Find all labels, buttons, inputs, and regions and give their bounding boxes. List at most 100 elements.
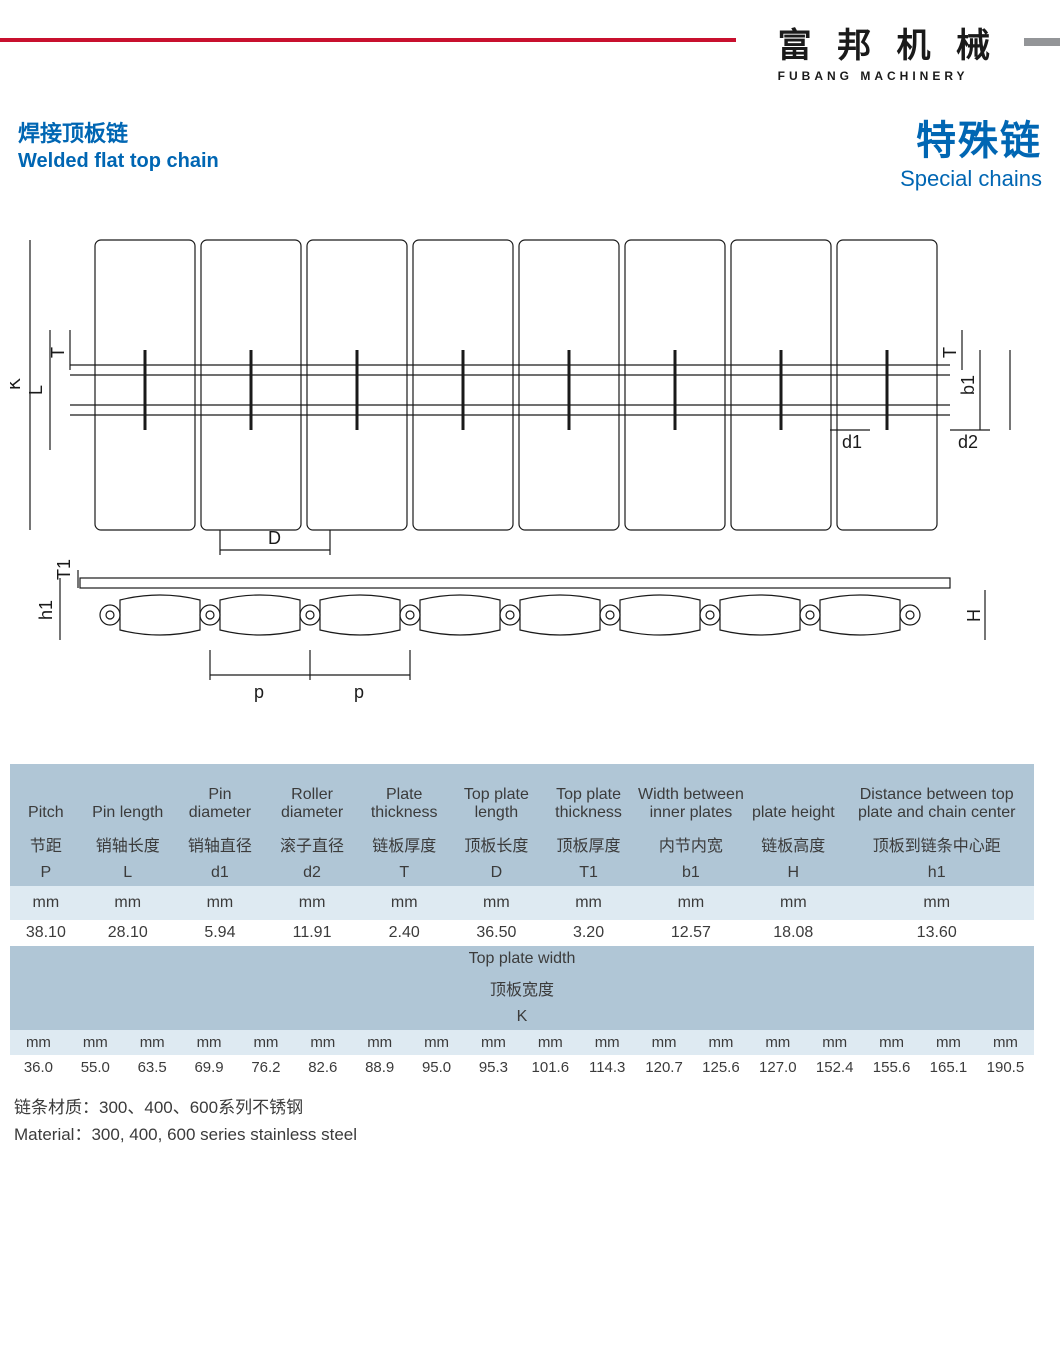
table-header-unit: mm [749, 1030, 806, 1055]
table-cell: 链板厚度 [358, 828, 450, 860]
table-header-unit: mm [977, 1030, 1034, 1055]
material-cn: 链条材质：300、400、600系列不锈钢 [14, 1094, 1034, 1121]
page-title-left: 焊接顶板链 Welded flat top chain [18, 116, 219, 173]
table-cell: 88.9 [351, 1055, 408, 1080]
table-cell: 36.50 [450, 920, 542, 946]
table-header-unit: mm [465, 1030, 522, 1055]
table-cell: 36.0 [10, 1055, 67, 1080]
table-cell: 28.10 [82, 920, 174, 946]
table-cell: 节距 [10, 828, 82, 860]
table-cell: Distance between top plate and chain cen… [839, 764, 1034, 828]
table-cell: 95.0 [408, 1055, 465, 1080]
top-accent-grey [1024, 38, 1060, 46]
table-cell: 顶板长度 [450, 828, 542, 860]
spec-tables: PitchPin lengthPin diameterRoller diamet… [10, 764, 1034, 1148]
svg-text:T1: T1 [54, 559, 74, 580]
table-cell: Pin length [82, 764, 174, 828]
svg-text:L: L [26, 385, 46, 395]
title-right-cn: 特殊链 [900, 108, 1042, 166]
table-cell: 18.08 [747, 920, 839, 946]
top-accent-red [0, 38, 736, 42]
table-cell: 13.60 [839, 920, 1034, 946]
brand-block: 富 邦 机 械 FUBANG MACHINERY [778, 18, 998, 83]
table-cell: mm [747, 886, 839, 920]
table-cell: H [747, 860, 839, 886]
table-cell: mm [542, 886, 634, 920]
svg-text:p: p [254, 682, 264, 702]
table-cell: 顶板厚度 [542, 828, 634, 860]
table-cell: 顶板到链条中心距 [839, 828, 1034, 860]
table-cell: 38.10 [10, 920, 82, 946]
title-right-en: Special chains [900, 166, 1042, 192]
table-cell: 12.57 [635, 920, 748, 946]
table-cell: 127.0 [749, 1055, 806, 1080]
table-cell: mm [174, 886, 266, 920]
table-cell: Roller diameter [266, 764, 358, 828]
section-header-en: Top plate width [10, 946, 1034, 972]
table-cell: 销轴长度 [82, 828, 174, 860]
table-header-unit: mm [636, 1030, 693, 1055]
technical-diagram: K L T D T b1 d1 d2 T1 h1 p p H [10, 230, 1030, 720]
material-note: 链条材质：300、400、600系列不锈钢 Material：300, 400,… [10, 1094, 1034, 1148]
table-header-unit: mm [408, 1030, 465, 1055]
table-cell: 114.3 [579, 1055, 636, 1080]
table-cell: mm [839, 886, 1034, 920]
table-cell: Top plate thickness [542, 764, 634, 828]
svg-text:d2: d2 [958, 432, 978, 452]
table-cell: 82.6 [294, 1055, 351, 1080]
spec-table-k: mmmmmmmmmmmmmmmmmmmmmmmmmmmmmmmmmmmm36.0… [10, 1030, 1034, 1080]
table-header-unit: mm [124, 1030, 181, 1055]
table-header-unit: mm [10, 1030, 67, 1055]
table-header-unit: mm [522, 1030, 579, 1055]
table-cell: mm [635, 886, 748, 920]
table-cell: 滚子直径 [266, 828, 358, 860]
table-header-unit: mm [579, 1030, 636, 1055]
table-cell: mm [82, 886, 174, 920]
table-cell: mm [266, 886, 358, 920]
svg-text:p: p [354, 682, 364, 702]
table-cell: 155.6 [863, 1055, 920, 1080]
section-header-sym: K [10, 1004, 1034, 1030]
svg-text:K: K [10, 378, 24, 390]
table-cell: 11.91 [266, 920, 358, 946]
table-cell: b1 [635, 860, 748, 886]
table-cell: 63.5 [124, 1055, 181, 1080]
table-cell: Width between inner plates [635, 764, 748, 828]
svg-text:d1: d1 [842, 432, 862, 452]
svg-text:D: D [268, 528, 281, 548]
table-cell: mm [10, 886, 82, 920]
table-header-unit: mm [181, 1030, 238, 1055]
table-header-unit: mm [693, 1030, 750, 1055]
table-cell: mm [358, 886, 450, 920]
svg-text:b1: b1 [958, 375, 978, 395]
spec-table-main: PitchPin lengthPin diameterRoller diamet… [10, 764, 1034, 1030]
table-cell: h1 [839, 860, 1034, 886]
title-left-en: Welded flat top chain [18, 150, 219, 173]
table-cell: 125.6 [693, 1055, 750, 1080]
table-cell: 190.5 [977, 1055, 1034, 1080]
section-header-cn: 顶板宽度 [10, 972, 1034, 1004]
table-cell: 120.7 [636, 1055, 693, 1080]
table-cell: 152.4 [806, 1055, 863, 1080]
table-header-unit: mm [351, 1030, 408, 1055]
table-cell: 165.1 [920, 1055, 977, 1080]
table-header-unit: mm [863, 1030, 920, 1055]
brand-name-en: FUBANG MACHINERY [778, 69, 998, 83]
table-cell: T [358, 860, 450, 886]
table-cell: d1 [174, 860, 266, 886]
svg-text:H: H [964, 609, 984, 622]
table-header-unit: mm [920, 1030, 977, 1055]
table-cell: 5.94 [174, 920, 266, 946]
table-header-unit: mm [294, 1030, 351, 1055]
table-header-unit: mm [238, 1030, 295, 1055]
table-cell: D [450, 860, 542, 886]
table-cell: 3.20 [542, 920, 634, 946]
material-en: Material：300, 400, 600 series stainless … [14, 1121, 1034, 1148]
table-cell: Top plate length [450, 764, 542, 828]
table-header-unit: mm [67, 1030, 124, 1055]
brand-name-cn: 富 邦 机 械 [778, 18, 998, 67]
table-cell: 2.40 [358, 920, 450, 946]
table-cell: 55.0 [67, 1055, 124, 1080]
table-cell: P [10, 860, 82, 886]
table-header-unit: mm [806, 1030, 863, 1055]
